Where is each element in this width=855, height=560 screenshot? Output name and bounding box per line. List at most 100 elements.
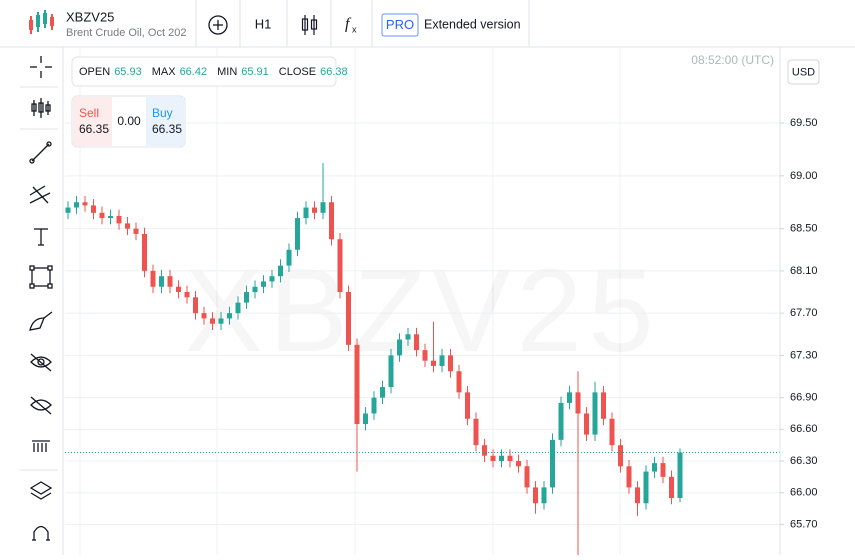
candle-body [142,233,147,271]
candle-body [91,205,96,213]
legend-value: 66.38 [320,66,348,78]
candle-body [201,313,207,319]
legend-label: CLOSE [279,66,316,78]
candle-body [541,487,547,504]
candle-body [252,286,258,293]
legend-label: MIN [217,66,237,78]
y-tick-label: 68.50 [790,223,818,235]
buy-price[interactable]: 66.35 [152,122,182,136]
description: Brent Crude Oil, Oct 202 [66,27,186,39]
magnet-tool[interactable] [32,525,50,541]
trend-line-tool[interactable] [29,141,52,164]
y-tick-label: 66.30 [790,455,818,467]
candle-body [524,466,530,488]
sell-label[interactable]: Sell [79,106,99,120]
candle-body [125,223,130,229]
candle-body [660,463,666,477]
currency-button[interactable] [787,59,820,85]
crosshair-tool[interactable] [30,56,52,78]
candle-body [677,452,683,498]
candle-body [227,313,232,319]
candle-body [99,212,105,219]
candle-body [108,215,113,219]
candle-body [244,292,249,303]
candle-body [507,455,513,462]
candle-body [626,466,632,488]
candle-body [193,297,198,314]
fib-tool[interactable] [29,185,51,204]
chart-type-button[interactable] [301,15,318,35]
candle-body [550,439,555,488]
candle-body [82,202,88,206]
candle-body [371,397,377,414]
candle-body [218,318,224,324]
candle-body [567,392,572,403]
y-tick-label: 66.00 [790,487,818,499]
candle-body [499,455,504,462]
time-grid [79,47,621,555]
candle-body [65,207,71,213]
candle-body [643,471,649,504]
y-tick-label: 66.90 [790,392,818,404]
candle-body [286,249,292,266]
y-tick-label: 65.70 [790,518,818,530]
candle-body [116,215,122,224]
drawing-toolbar [29,56,53,541]
timeframe-button[interactable]: H1 [255,16,272,31]
candle-body [269,276,275,282]
symbol: XBZV25 [66,9,114,24]
y-tick-label: 66.60 [790,423,818,435]
add-indicator-button[interactable] [208,15,228,35]
candle-body [414,334,419,351]
y-tick-label: 68.10 [790,265,818,277]
clock: 08:52:00 (UTC) [691,53,774,67]
candle-body [295,218,300,250]
text-tool[interactable] [34,228,48,246]
plot [65,122,780,555]
currency[interactable]: USD [792,66,815,78]
candles-tool[interactable] [31,98,51,118]
watermark: XBZV25 [184,245,659,377]
candle-body [422,350,428,361]
candle-body [176,286,181,293]
logo [29,10,54,34]
candle-body [167,276,173,287]
candle-body [397,339,402,356]
buy-button[interactable] [146,97,184,146]
shape-tool[interactable] [29,265,53,289]
legend-label: OPEN [79,66,110,78]
pro-badge[interactable] [381,13,419,37]
candle-body [261,281,266,287]
pro-label[interactable]: PRO [386,17,414,32]
candle-body [337,239,343,293]
y-tick-label: 67.30 [790,349,818,361]
candle-body [431,360,436,366]
candle-body [584,413,589,435]
candle-body [278,265,283,277]
layers-tool[interactable] [29,481,53,500]
candle-body [312,207,317,213]
candle-body [575,392,581,414]
delete-tool[interactable] [32,440,50,452]
candle-body [516,461,521,467]
brush-tool[interactable] [29,311,53,331]
hide-indicators-tool[interactable] [30,396,52,415]
sell-price[interactable]: 66.35 [79,122,109,136]
candle-body [354,344,360,425]
y-tick-label: 67.70 [790,307,818,319]
hide-drawings-tool[interactable] [30,353,52,372]
svg-text:x: x [352,24,357,34]
candle-body [133,228,139,234]
legend-value: 66.42 [180,66,208,78]
candle-body [346,292,351,345]
candle-body [329,202,334,240]
candle-body [380,387,385,398]
candle-body [388,355,394,388]
extended-version[interactable]: Extended version [424,17,521,31]
candle-body [558,402,564,440]
buy-label[interactable]: Buy [152,106,173,120]
legend-value: 65.91 [241,66,269,78]
sell-button[interactable] [73,97,112,146]
candle-body [473,418,479,446]
